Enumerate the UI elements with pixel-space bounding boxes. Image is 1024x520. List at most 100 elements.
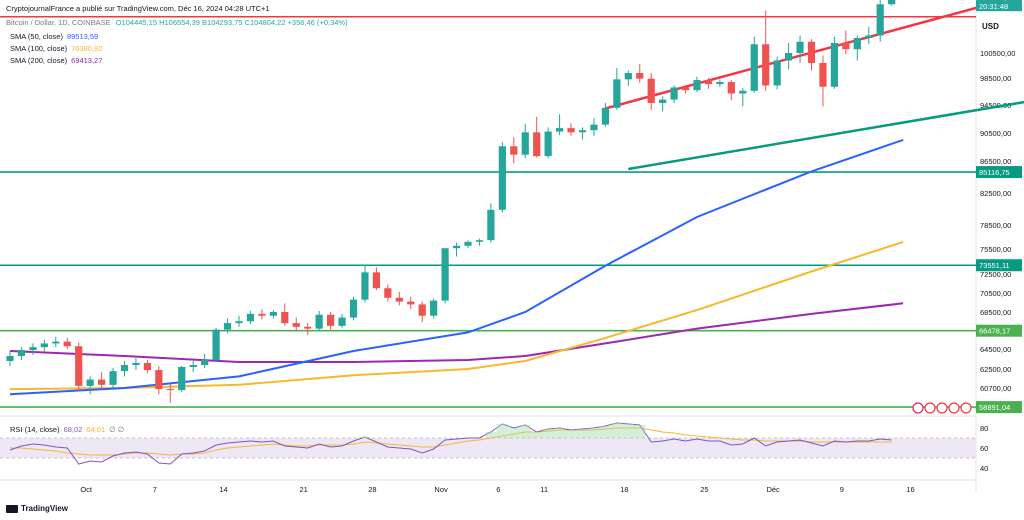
candle-body	[40, 343, 48, 348]
candle-body	[681, 87, 690, 91]
x-tick-label: 21	[300, 485, 308, 494]
event-marker-icon	[936, 402, 948, 414]
candle-body	[338, 317, 346, 326]
x-tick-label: 16	[906, 485, 914, 494]
candle-body	[521, 132, 529, 155]
level-price-label: 66478,17	[979, 327, 1010, 336]
y-tick-label: 62500,00	[980, 365, 1011, 374]
last-price-label: 104804,22	[979, 0, 1014, 2]
candle-body	[601, 107, 609, 125]
candle-body	[166, 389, 174, 391]
y-tick-label: 94500,00	[980, 101, 1011, 110]
candle-body	[716, 82, 724, 85]
candle-body	[281, 312, 289, 324]
candle-body	[155, 370, 163, 390]
candle-body	[372, 272, 380, 289]
indicator-value: 76380,92	[71, 44, 103, 53]
candle-body	[613, 79, 621, 108]
candle-body	[533, 132, 541, 157]
candle-body	[647, 78, 655, 103]
y-tick-label: 82500,00	[980, 189, 1011, 198]
candle-body	[544, 131, 552, 157]
candle-body	[498, 146, 506, 210]
symbol-line: Bitcoin / Dollar, 1D, COINBASE O104445,1…	[6, 18, 351, 27]
candle-body	[395, 297, 403, 302]
tradingview-logo-icon	[6, 504, 18, 513]
currency-label[interactable]: USD	[982, 22, 999, 31]
candle-body	[109, 371, 117, 385]
candle-body	[842, 43, 850, 50]
candle-body	[75, 346, 83, 386]
candle-body	[785, 53, 793, 61]
level-price-tag	[976, 166, 1022, 179]
candle-body	[304, 326, 312, 329]
level-price-tag	[976, 259, 1022, 272]
x-tick-label: 28	[368, 485, 376, 494]
last-price-time: 20:31:48	[979, 2, 1008, 11]
indicator-sma100[interactable]: SMA (100, close) 76380,92	[10, 44, 102, 53]
candle-body	[212, 329, 220, 360]
candle-body	[178, 367, 186, 391]
candle-body	[796, 41, 804, 53]
tradingview-brand[interactable]: TradingView	[6, 504, 68, 513]
y-tick-label: 68500,00	[980, 308, 1011, 317]
rsi-y-tick-label: 60	[980, 444, 988, 453]
candle-body	[98, 379, 106, 385]
x-tick-label: 7	[153, 485, 157, 494]
candle-body	[865, 35, 873, 38]
indicator-value: 89513,59	[66, 32, 99, 41]
candle-body	[773, 60, 781, 86]
indicator-rsi[interactable]: RSI (14, close) 68,02 64,01 ∅ ∅	[10, 425, 124, 434]
publisher-text: CryptojournalFrance a publié sur Trading…	[6, 4, 270, 13]
candle-body	[567, 128, 575, 133]
candle-body	[29, 347, 37, 350]
candle-body	[63, 341, 71, 347]
candle-body	[441, 248, 449, 301]
y-tick-label: 64500,00	[980, 345, 1011, 354]
candle-body	[819, 63, 827, 87]
rsi-line	[9, 422, 892, 465]
y-tick-label: 90500,00	[980, 129, 1011, 138]
candle-body	[578, 130, 587, 133]
candle-body	[693, 80, 701, 91]
level-price-label: 73551,11	[979, 261, 1010, 270]
candle-body	[258, 313, 266, 316]
candle-body	[739, 90, 747, 94]
y-tick-label: 98500,00	[980, 74, 1011, 83]
candle-body	[52, 341, 60, 344]
rsi-signal-line	[10, 427, 892, 456]
candle-body	[636, 73, 644, 79]
indicator-value: 69413,27	[71, 56, 103, 65]
y-tick-label: 78500,00	[980, 221, 1011, 230]
sma200-line	[9, 302, 904, 363]
x-tick-label: 25	[700, 485, 708, 494]
candle-body	[487, 209, 495, 241]
x-tick-label: 14	[219, 485, 227, 494]
event-marker-icon	[960, 402, 972, 414]
rsi-label: RSI (14, close)	[10, 425, 60, 434]
y-tick-label: 72500,00	[980, 270, 1011, 279]
rsi-signal-value: 64,01	[86, 425, 106, 434]
candle-body	[86, 379, 94, 386]
rsi-y-tick-label: 40	[980, 464, 988, 473]
candle-body	[327, 314, 335, 326]
candle-body	[143, 363, 151, 371]
candle-body	[704, 80, 713, 85]
symbol-title: Bitcoin / Dollar, 1D, COINBASE	[6, 18, 111, 27]
candle-body	[452, 245, 461, 249]
indicator-sma50[interactable]: SMA (50, close) 89513,59	[10, 32, 98, 41]
y-tick-label: 86500,00	[980, 157, 1011, 166]
indicator-label: SMA (100, close)	[10, 44, 68, 53]
rsi-extra: ∅ ∅	[109, 425, 125, 434]
candle-body	[418, 304, 426, 316]
x-tick-label: Nov	[434, 485, 448, 494]
last-price-tag	[976, 0, 1022, 12]
candle-body	[315, 314, 323, 329]
candle-body	[292, 323, 300, 327]
candle-body	[246, 313, 255, 322]
event-marker-icon	[924, 402, 936, 414]
candle-body	[876, 4, 884, 36]
y-tick-label: 60700,00	[980, 384, 1011, 393]
indicator-sma200[interactable]: SMA (200, close) 69413,27	[10, 56, 102, 65]
